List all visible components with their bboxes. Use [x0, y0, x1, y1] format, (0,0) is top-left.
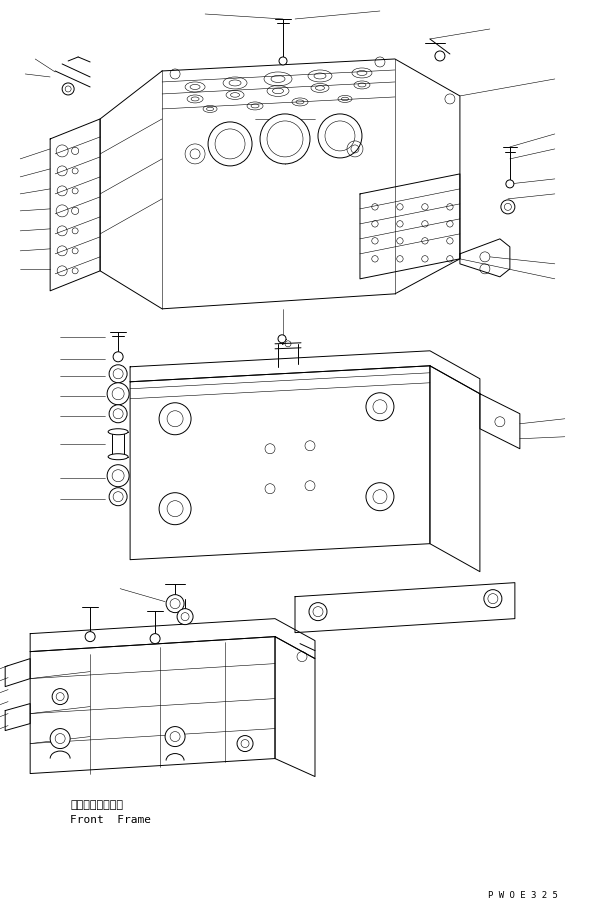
Polygon shape: [480, 394, 520, 449]
Circle shape: [52, 689, 68, 704]
Circle shape: [170, 599, 180, 609]
Polygon shape: [5, 658, 30, 686]
Polygon shape: [50, 120, 100, 291]
Circle shape: [109, 405, 127, 423]
Circle shape: [150, 634, 160, 644]
Polygon shape: [295, 583, 515, 633]
Circle shape: [366, 483, 394, 511]
Circle shape: [366, 393, 394, 421]
Circle shape: [318, 115, 362, 159]
Circle shape: [260, 115, 310, 165]
Circle shape: [107, 465, 129, 487]
Circle shape: [279, 58, 287, 66]
Circle shape: [112, 470, 124, 483]
Circle shape: [112, 389, 124, 400]
Text: P W O E 3 2 5: P W O E 3 2 5: [488, 890, 558, 899]
Polygon shape: [30, 637, 275, 774]
Ellipse shape: [108, 455, 128, 460]
Circle shape: [488, 594, 498, 604]
Circle shape: [435, 52, 445, 62]
Polygon shape: [275, 637, 315, 777]
Circle shape: [109, 365, 127, 383]
Polygon shape: [30, 619, 315, 658]
Polygon shape: [130, 366, 430, 560]
Circle shape: [109, 488, 127, 506]
Circle shape: [373, 490, 387, 504]
Circle shape: [484, 590, 502, 608]
Text: Front  Frame: Front Frame: [70, 814, 151, 824]
Circle shape: [113, 410, 123, 419]
Text: フロントフレーム: フロントフレーム: [70, 798, 123, 808]
Circle shape: [278, 336, 286, 344]
Circle shape: [159, 493, 191, 525]
Circle shape: [113, 353, 123, 363]
Circle shape: [62, 84, 74, 96]
Circle shape: [107, 383, 129, 405]
Circle shape: [166, 595, 184, 613]
Circle shape: [177, 609, 193, 625]
Circle shape: [506, 180, 514, 189]
Circle shape: [237, 736, 253, 751]
Polygon shape: [360, 175, 460, 280]
Circle shape: [373, 400, 387, 414]
Circle shape: [501, 200, 515, 215]
Ellipse shape: [108, 429, 128, 436]
Circle shape: [85, 632, 95, 642]
Polygon shape: [130, 352, 480, 394]
Circle shape: [159, 403, 191, 436]
Circle shape: [505, 204, 511, 211]
Circle shape: [113, 492, 123, 502]
Polygon shape: [100, 60, 460, 309]
Polygon shape: [430, 366, 480, 572]
Circle shape: [113, 370, 123, 380]
Circle shape: [167, 411, 183, 428]
Circle shape: [313, 607, 323, 617]
Circle shape: [50, 729, 70, 749]
Circle shape: [165, 727, 185, 747]
Polygon shape: [460, 240, 510, 278]
Circle shape: [167, 502, 183, 517]
Polygon shape: [5, 704, 30, 731]
Circle shape: [208, 123, 252, 167]
Circle shape: [309, 603, 327, 621]
